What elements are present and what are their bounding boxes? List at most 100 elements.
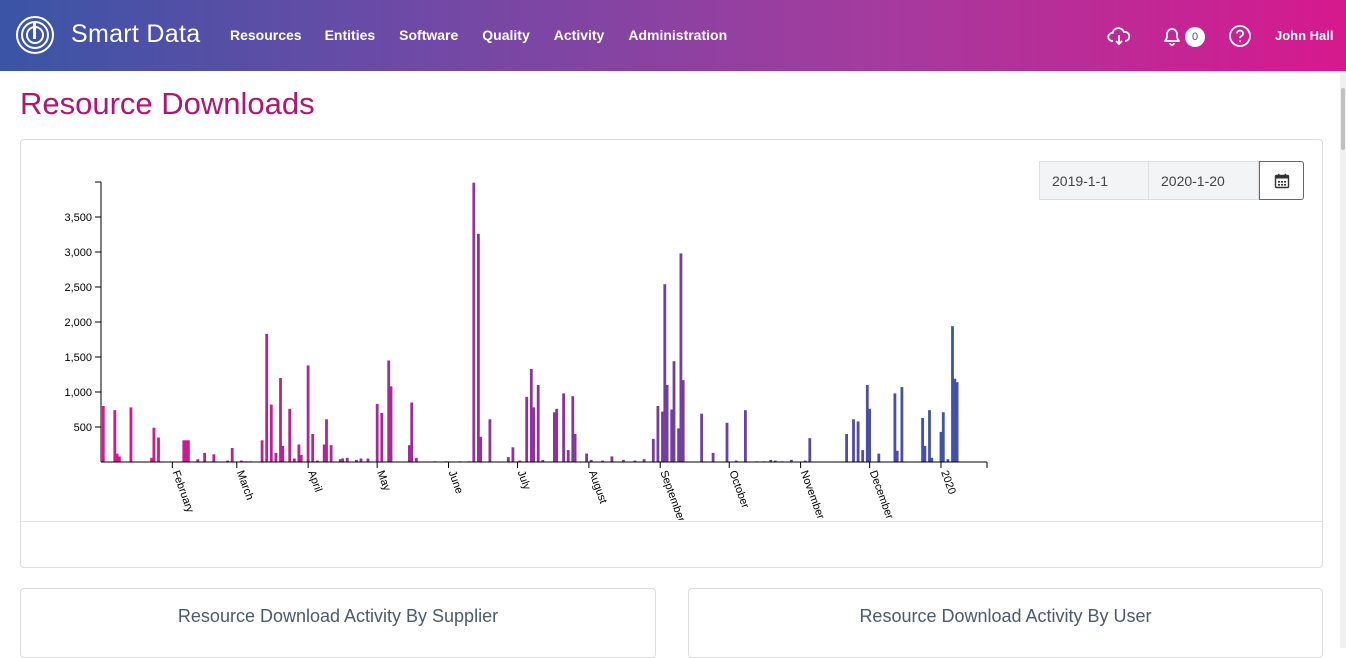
- bell-icon[interactable]: [1160, 24, 1184, 48]
- chart-bar: [366, 458, 370, 462]
- nav-entities[interactable]: Entities: [324, 27, 376, 43]
- date-range-picker: [1039, 161, 1304, 200]
- chart-bar: [488, 419, 492, 462]
- x-tick-label: April: [305, 469, 324, 494]
- chart-bar: [856, 421, 860, 462]
- page-scrollbar[interactable]: [1340, 71, 1346, 648]
- chart-bar: [585, 453, 588, 462]
- chart-bar: [536, 385, 540, 462]
- chart-bar: [663, 284, 667, 462]
- cloud-download-icon[interactable]: [1107, 24, 1131, 48]
- chart-bar: [269, 404, 273, 462]
- chart-bar: [711, 452, 715, 462]
- notification-count-badge[interactable]: 0: [1185, 27, 1205, 47]
- nav-software[interactable]: Software: [399, 27, 459, 43]
- chart-bar: [900, 387, 904, 462]
- end-date-input[interactable]: [1149, 161, 1259, 200]
- chart-bar: [118, 456, 121, 462]
- chart-bar: [562, 393, 565, 462]
- start-date-input[interactable]: [1039, 161, 1149, 200]
- chart-bar: [279, 378, 282, 462]
- chart-bar: [953, 378, 957, 462]
- x-tick-label: 2020: [938, 469, 958, 496]
- chart-bar: [226, 460, 229, 462]
- chart-bar: [157, 437, 160, 462]
- chart-bar: [187, 440, 190, 462]
- chart-bar: [299, 455, 303, 462]
- chart-bar: [306, 365, 310, 462]
- x-tick-label: May: [374, 469, 393, 493]
- chart-bar: [946, 459, 950, 462]
- smart-data-logo-icon[interactable]: [15, 15, 55, 55]
- chart-bar: [380, 413, 384, 462]
- nav-resources[interactable]: Resources: [230, 27, 302, 43]
- page-title: Resource Downloads: [20, 86, 315, 121]
- chart-bar: [338, 459, 342, 462]
- chart-bar: [868, 408, 871, 462]
- chart-bar: [661, 411, 664, 462]
- chart-bar: [292, 458, 296, 462]
- chart-bar: [265, 333, 269, 462]
- chart-bar: [656, 406, 660, 462]
- chart-bar: [610, 456, 614, 462]
- chart-bar: [865, 385, 869, 462]
- chart-bar: [472, 182, 476, 462]
- top-nav-bar: Smart Data Resources Entities Software Q…: [0, 0, 1346, 71]
- user-activity-panel: Resource Download Activity By User: [688, 588, 1323, 658]
- chart-bar: [506, 457, 510, 462]
- user-activity-title: Resource Download Activity By User: [859, 606, 1152, 626]
- supplier-activity-panel: Resource Download Activity By Supplier: [20, 588, 656, 658]
- chart-bar: [196, 459, 200, 462]
- chart-bar: [571, 396, 575, 462]
- chart-bar: [955, 382, 959, 462]
- x-tick-label: October: [726, 469, 751, 510]
- chart-bar: [129, 407, 133, 462]
- chart-bar: [651, 438, 655, 462]
- downloads-chart-card: 500 1,000 1,500 2,000 2,500 3,000 3,500 Februar…: [20, 139, 1323, 568]
- chart-bar: [355, 459, 358, 462]
- x-tick-label: September: [657, 469, 687, 520]
- scrollbar-thumb[interactable]: [1341, 88, 1345, 150]
- chart-bar: [240, 460, 243, 462]
- chart-bar: [525, 396, 529, 462]
- chart-bar: [322, 444, 326, 462]
- chart-bar: [877, 453, 881, 462]
- chart-bar: [845, 434, 848, 462]
- chart-bar: [410, 402, 414, 462]
- y-tick-label: 3,500: [64, 212, 92, 224]
- brand-name[interactable]: Smart Data: [71, 20, 201, 48]
- x-tick-label: November: [798, 469, 827, 520]
- chart-bar: [622, 459, 625, 462]
- card-divider: [21, 521, 1322, 522]
- chart-bar: [184, 440, 188, 462]
- chart-bar: [152, 427, 156, 462]
- chart-bar: [734, 460, 738, 462]
- nav-quality[interactable]: Quality: [482, 27, 530, 43]
- chart-bar: [274, 452, 278, 462]
- chart-bar: [325, 419, 328, 462]
- nav-activity[interactable]: Activity: [553, 27, 605, 43]
- nav-administration[interactable]: Administration: [628, 27, 728, 43]
- chart-bar: [803, 460, 807, 462]
- supplier-activity-title: Resource Download Activity By Supplier: [177, 606, 499, 626]
- chart-bar: [939, 431, 943, 462]
- user-menu[interactable]: John Hall: [1275, 28, 1334, 43]
- chart-bar: [923, 445, 927, 462]
- calendar-button[interactable]: [1259, 161, 1304, 200]
- chart-bar: [633, 460, 637, 462]
- chart-bar: [297, 444, 301, 462]
- chart-bar: [315, 460, 319, 462]
- chart-bar: [230, 448, 234, 462]
- chart-bar: [679, 253, 683, 462]
- y-tick-label: 3,000: [64, 247, 92, 259]
- chart-bar: [408, 445, 411, 462]
- chart-bar: [665, 385, 669, 462]
- chart-bar: [311, 434, 315, 462]
- chart-bar: [589, 459, 593, 462]
- x-tick-label: February: [170, 469, 197, 515]
- chart-bar: [389, 386, 393, 462]
- chart-bar: [921, 417, 924, 462]
- chart-bar: [387, 360, 391, 462]
- chart-bar: [677, 428, 680, 462]
- help-icon[interactable]: [1228, 24, 1252, 48]
